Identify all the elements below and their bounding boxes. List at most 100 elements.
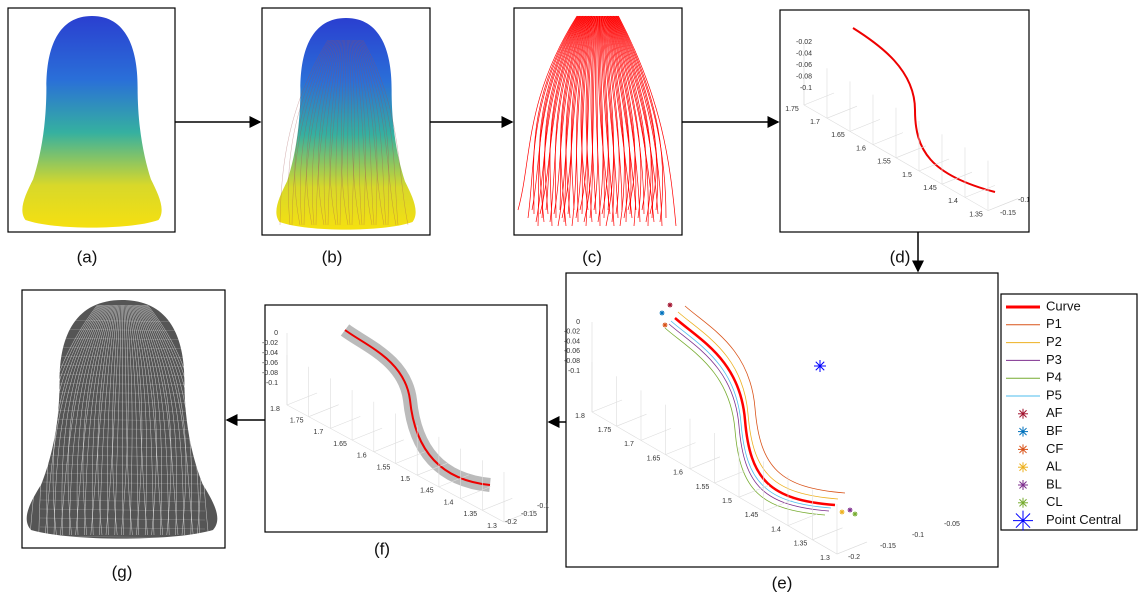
- legend-label: Curve: [1046, 298, 1081, 313]
- strand: [539, 15, 580, 223]
- strand: [545, 15, 584, 211]
- strand: [602, 15, 615, 223]
- mesh-line: [39, 364, 206, 368]
- strand: [549, 15, 583, 227]
- star-marker: [839, 509, 845, 515]
- strand: [603, 15, 614, 227]
- grid-line: [665, 442, 696, 455]
- mesh-line: [60, 304, 107, 536]
- tick-label: 1.35: [463, 511, 477, 518]
- mesh-line: [39, 499, 206, 503]
- mesh-line: [53, 304, 104, 536]
- strand: [560, 15, 586, 227]
- mesh-line: [107, 304, 119, 536]
- curve: [677, 311, 839, 500]
- tick-label: -0.15: [880, 543, 896, 550]
- strand: [350, 39, 363, 226]
- strand: [531, 15, 581, 211]
- mesh-line: [67, 304, 106, 536]
- panel-e: [565, 272, 999, 568]
- hair-strands: [279, 39, 409, 226]
- tick-label: 1.45: [420, 488, 434, 495]
- tick-label: 0: [274, 330, 278, 337]
- strand: [589, 15, 597, 219]
- mesh-line: [52, 304, 102, 536]
- strand: [606, 15, 625, 227]
- legend-label: P2: [1046, 334, 1062, 349]
- tick-label: 1.3: [820, 555, 830, 562]
- strand: [581, 15, 593, 215]
- legend-box: [1000, 293, 1138, 531]
- strand: [553, 15, 587, 215]
- strand: [544, 15, 581, 215]
- legend-label: BL: [1046, 476, 1062, 491]
- strand: [323, 39, 341, 226]
- star-marker: [659, 310, 665, 316]
- strand: [535, 15, 583, 223]
- grid-line: [787, 513, 819, 526]
- mesh-line: [38, 304, 99, 536]
- legend-label: BF: [1046, 423, 1063, 438]
- strand: [615, 15, 663, 227]
- grid-line: [987, 198, 1019, 211]
- strand: [576, 15, 592, 223]
- strand: [291, 39, 332, 226]
- panel-label: (b): [322, 247, 343, 266]
- mesh-line: [39, 517, 206, 521]
- mesh-line: [68, 304, 108, 536]
- mesh-line: [126, 304, 140, 536]
- strand: [585, 15, 595, 227]
- tick-label: 1.7: [314, 429, 324, 436]
- mesh-line: [39, 490, 206, 494]
- strand: [571, 15, 592, 227]
- grid-line: [286, 392, 318, 406]
- strand: [583, 15, 598, 223]
- strand: [597, 15, 604, 223]
- mesh-line: [39, 409, 206, 413]
- strand: [279, 39, 329, 226]
- strand: [353, 39, 366, 226]
- tick-label: 1.4: [444, 499, 454, 506]
- strand: [354, 39, 375, 226]
- strand: [561, 15, 591, 219]
- strand: [554, 15, 585, 219]
- legend-label: CL: [1046, 494, 1063, 509]
- strand: [609, 15, 637, 227]
- strand: [579, 15, 596, 211]
- tick-label: -0.02: [796, 39, 812, 46]
- mesh-line: [147, 304, 202, 536]
- strand: [559, 15, 587, 211]
- mesh-line: [39, 508, 206, 512]
- mesh-line: [39, 436, 206, 440]
- grid-line: [591, 399, 623, 413]
- grid-line: [330, 416, 361, 429]
- star-marker: [1019, 427, 1027, 436]
- strand: [359, 39, 397, 226]
- tick-label: -0.08: [796, 73, 812, 80]
- strand: [601, 15, 609, 215]
- tick-label: 1.75: [785, 106, 799, 113]
- strand: [616, 15, 667, 219]
- tick-label: -0.02: [564, 329, 580, 336]
- grid-line: [689, 456, 721, 470]
- strand: [593, 15, 599, 211]
- mesh-line: [140, 304, 185, 536]
- mesh-line: [39, 391, 206, 395]
- legend-label: Point Central: [1046, 512, 1121, 527]
- strand: [613, 15, 659, 215]
- strand: [600, 15, 610, 211]
- grid-line: [417, 462, 448, 476]
- strand: [288, 39, 330, 226]
- strand: [606, 15, 637, 211]
- mesh-line: [39, 418, 206, 422]
- mesh-line: [138, 304, 172, 536]
- curve: [664, 327, 826, 516]
- strand: [539, 15, 584, 215]
- mesh-line: [39, 481, 206, 485]
- mesh-line: [39, 373, 206, 377]
- strand: [341, 39, 349, 226]
- legend-label: AL: [1046, 459, 1062, 474]
- tick-label: 1.6: [856, 145, 866, 152]
- mesh-line: [75, 304, 112, 536]
- strand: [541, 15, 582, 219]
